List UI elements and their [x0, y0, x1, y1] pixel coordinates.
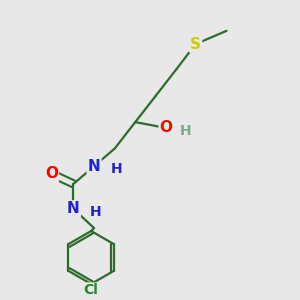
Text: H: H [110, 162, 122, 176]
Text: O: O [45, 166, 58, 181]
Text: S: S [190, 37, 201, 52]
Text: H: H [90, 205, 101, 219]
Text: Cl: Cl [84, 284, 99, 298]
Text: N: N [88, 159, 100, 174]
Text: N: N [67, 201, 80, 216]
Text: O: O [160, 121, 173, 136]
Text: H: H [179, 124, 191, 138]
